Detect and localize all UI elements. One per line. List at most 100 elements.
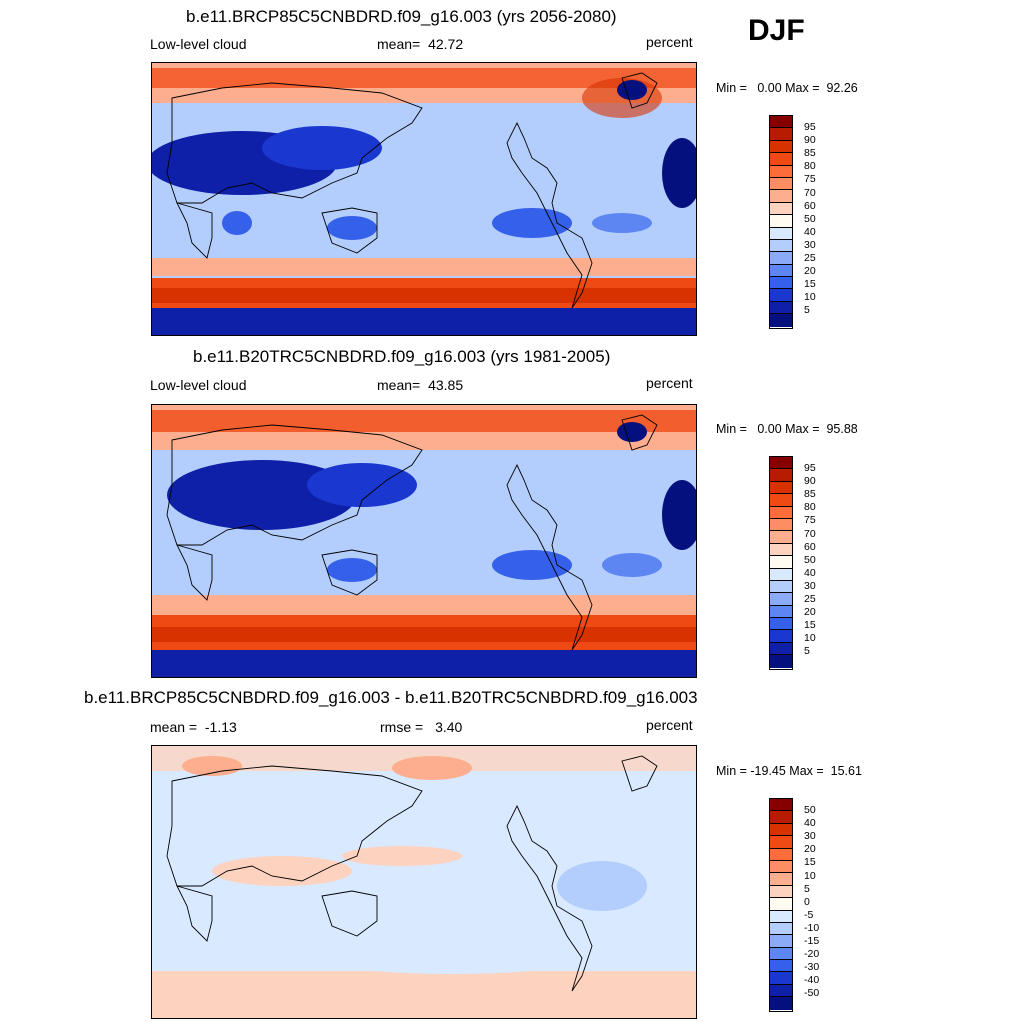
panel-3-tick: -5 xyxy=(804,909,814,921)
panel-2-title: b.e11.B20TRC5CNBDRD.f09_g16.003 (yrs 198… xyxy=(193,347,611,366)
colorbar-swatch xyxy=(770,811,792,824)
panel-2-tick: 80 xyxy=(804,501,816,513)
panel-3-tick: -40 xyxy=(804,974,820,986)
panel-3-tick: 50 xyxy=(804,804,816,816)
panel-3-tick: 15 xyxy=(804,856,816,868)
colorbar-swatch xyxy=(770,568,792,581)
colorbar-swatch xyxy=(770,177,792,191)
colorbar-swatch xyxy=(770,289,792,302)
panel-2-tick: 90 xyxy=(804,475,816,487)
panel-1-tick: 70 xyxy=(804,187,816,199)
panel-3-tick: -15 xyxy=(804,935,820,947)
panel-3-tick: 5 xyxy=(804,883,810,895)
panel-2-tick: 75 xyxy=(804,514,816,526)
panel-1-variable: Low-level cloud xyxy=(150,36,247,52)
colorbar-swatch xyxy=(770,860,792,874)
colorbar-swatch xyxy=(770,506,792,519)
colorbar-swatch xyxy=(770,972,792,985)
panel-3-tick: -50 xyxy=(804,987,820,999)
colorbar-swatch xyxy=(770,457,792,470)
panel-1-mean: mean= 42.72 xyxy=(377,36,463,52)
season-label: DJF xyxy=(748,14,805,47)
panel-1-tick: 80 xyxy=(804,160,816,172)
colorbar-swatch xyxy=(770,960,792,973)
panel-3-tick: 0 xyxy=(804,896,810,908)
colorbar-swatch xyxy=(770,556,792,569)
panel-2-tick: 25 xyxy=(804,593,816,605)
colorbar-swatch xyxy=(770,898,792,911)
panel-2-tick: 30 xyxy=(804,580,816,592)
panel-1-tick: 15 xyxy=(804,278,816,290)
panel-2-mean-value: 43.85 xyxy=(428,377,464,393)
panel-3-rmse: rmse = 3.40 xyxy=(380,719,462,735)
colorbar-swatch xyxy=(770,202,792,216)
panel-1-tick: 75 xyxy=(804,173,816,185)
colorbar-swatch xyxy=(770,165,792,178)
panel-3-rmse-label: rmse = xyxy=(380,719,424,735)
panel-1-minmax: Min = 0.00 Max = 92.26 xyxy=(716,81,858,95)
colorbar-swatch xyxy=(770,935,792,948)
panel-1-tick: 95 xyxy=(804,121,816,133)
colorbar-swatch xyxy=(770,580,792,594)
panel-3-tick: 20 xyxy=(804,843,816,855)
colorbar-swatch xyxy=(770,531,792,544)
panel-2-map-canvas xyxy=(152,405,696,677)
panel-2-tick: 85 xyxy=(804,488,816,500)
colorbar-swatch xyxy=(770,947,792,961)
panel-1-colorbar xyxy=(769,115,793,329)
colorbar-swatch xyxy=(770,655,792,668)
panel-3-title: b.e11.BRCP85C5CNBDRD.f09_g16.003 - b.e11… xyxy=(84,688,698,707)
colorbar-swatch xyxy=(770,642,792,656)
panel-3-map xyxy=(151,745,697,1019)
colorbar-swatch xyxy=(770,494,792,507)
panel-1-tick: 10 xyxy=(804,291,816,303)
colorbar-swatch xyxy=(770,469,792,482)
panel-3-mean: mean = -1.13 xyxy=(150,719,237,735)
panel-3-tick: -30 xyxy=(804,961,820,973)
colorbar-swatch xyxy=(770,227,792,240)
panel-2-tick: 5 xyxy=(804,645,810,657)
panel-1-map xyxy=(151,62,697,336)
panel-2-tick: 15 xyxy=(804,619,816,631)
colorbar-swatch xyxy=(770,885,792,899)
colorbar-swatch xyxy=(770,922,792,936)
panel-3-rmse-value: 3.40 xyxy=(435,719,463,735)
panel-2-units: percent xyxy=(646,375,693,391)
panel-2-tick: 40 xyxy=(804,567,816,579)
panel-1-tick: 30 xyxy=(804,239,816,251)
panel-3-units: percent xyxy=(646,717,693,733)
panel-2-tick: 10 xyxy=(804,632,816,644)
colorbar-swatch xyxy=(770,518,792,532)
panel-3-colorbar xyxy=(769,798,793,1012)
panel-3-tick: 30 xyxy=(804,830,816,842)
colorbar-swatch xyxy=(770,630,792,643)
colorbar-swatch xyxy=(770,873,792,886)
panel-2-mean: mean= 43.85 xyxy=(377,377,463,393)
colorbar-swatch xyxy=(770,252,792,265)
panel-2-minmax: Min = 0.00 Max = 95.88 xyxy=(716,422,858,436)
panel-1-mean-value: 42.72 xyxy=(428,36,464,52)
panel-3-map-canvas xyxy=(152,746,696,1018)
panel-3-minmax: Min = -19.45 Max = 15.61 xyxy=(716,764,862,778)
colorbar-swatch xyxy=(770,848,792,861)
colorbar-swatch xyxy=(770,593,792,606)
colorbar-swatch xyxy=(770,153,792,166)
colorbar-swatch xyxy=(770,116,792,129)
panel-2-variable: Low-level cloud xyxy=(150,377,247,393)
colorbar-swatch xyxy=(770,543,792,557)
panel-1-tick: 60 xyxy=(804,200,816,212)
panel-1-mean-label: mean= xyxy=(377,36,421,52)
colorbar-swatch xyxy=(770,215,792,228)
colorbar-swatch xyxy=(770,481,792,495)
panel-3-tick: 10 xyxy=(804,870,816,882)
colorbar-swatch xyxy=(770,605,792,619)
colorbar-swatch xyxy=(770,618,792,631)
panel-2-colorbar xyxy=(769,456,793,670)
panel-1-title: b.e11.BRCP85C5CNBDRD.f09_g16.003 (yrs 20… xyxy=(186,7,617,26)
colorbar-swatch xyxy=(770,264,792,278)
panel-2-tick: 60 xyxy=(804,541,816,553)
colorbar-swatch xyxy=(770,239,792,253)
panel-1-units: percent xyxy=(646,34,693,50)
panel-2-tick: 50 xyxy=(804,554,816,566)
panel-1-tick: 25 xyxy=(804,252,816,264)
